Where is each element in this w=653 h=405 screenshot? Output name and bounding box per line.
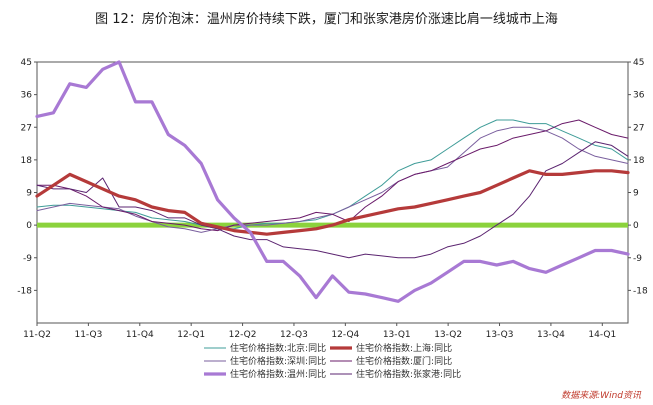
- y-tick-label-right: 27: [633, 123, 644, 133]
- legend-label: 住宅价格指数:上海:同比: [356, 342, 452, 354]
- x-tick-label: 13-Q3: [486, 330, 514, 340]
- series-line-2: [36, 126, 629, 233]
- series-lines: [35, 60, 630, 303]
- series-line-5: [36, 141, 629, 259]
- series-line-3: [36, 119, 629, 232]
- x-tick-label: 11-Q2: [23, 330, 51, 340]
- y-tick-label-left: 36: [21, 91, 33, 101]
- y-tick-label-left: -18: [17, 286, 32, 296]
- x-tick-label: 11-Q4: [126, 330, 154, 340]
- y-tick-label-right: -18: [633, 286, 648, 296]
- series-line-1: [35, 169, 630, 236]
- y-tick-label-left: 45: [21, 58, 32, 68]
- y-tick-label-right: 45: [633, 58, 644, 68]
- legend-label: 住宅价格指数:深圳:同比: [230, 355, 326, 367]
- x-tick-label: 14-Q1: [588, 330, 616, 340]
- y-tick-label-right: 18: [633, 156, 645, 166]
- y-tick-label-right: 36: [633, 91, 645, 101]
- x-tick-label: 13-Q1: [383, 330, 411, 340]
- plot-frame: [36, 61, 629, 324]
- series-line-4: [35, 60, 630, 303]
- y-tick-label-right: 9: [633, 189, 639, 199]
- y-tick-label-right: -9: [633, 254, 642, 264]
- x-tick-label: 12-Q3: [280, 330, 308, 340]
- x-tick-label: 12-Q4: [331, 330, 359, 340]
- legend-label: 住宅价格指数:张家港:同比: [356, 368, 461, 380]
- x-tick-label: 13-Q2: [434, 330, 462, 340]
- x-tick-label: 13-Q4: [537, 330, 565, 340]
- y-tick-label-right: 0: [633, 221, 639, 231]
- y-tick-label-left: 9: [26, 189, 32, 199]
- y-tick-label-left: 18: [21, 156, 33, 166]
- y-tick-label-left: 27: [21, 123, 32, 133]
- chart-title: 图 12：房价泡沫：温州房价持续下跌，厦门和张家港房价涨速比肩一线城市上海: [95, 12, 558, 27]
- x-tick-label: 12-Q2: [229, 330, 257, 340]
- y-tick-label-left: -9: [23, 254, 32, 264]
- axes: 45 45 36 36 27 27 18 18 9 9 0 0 -9 -9 -18 -18 11-Q2 11-Q3…: [17, 58, 648, 340]
- legend-label: 住宅价格指数:北京:同比: [230, 342, 326, 354]
- x-tick-label: 11-Q3: [74, 330, 102, 340]
- x-tick-label: 12-Q1: [177, 330, 205, 340]
- legend-label: 住宅价格指数:厦门:同比: [356, 355, 452, 367]
- legend-label: 住宅价格指数:温州:同比: [230, 368, 326, 380]
- data-source-note: 数据来源:Wind资讯: [561, 391, 641, 401]
- y-tick-label-left: 0: [26, 221, 32, 231]
